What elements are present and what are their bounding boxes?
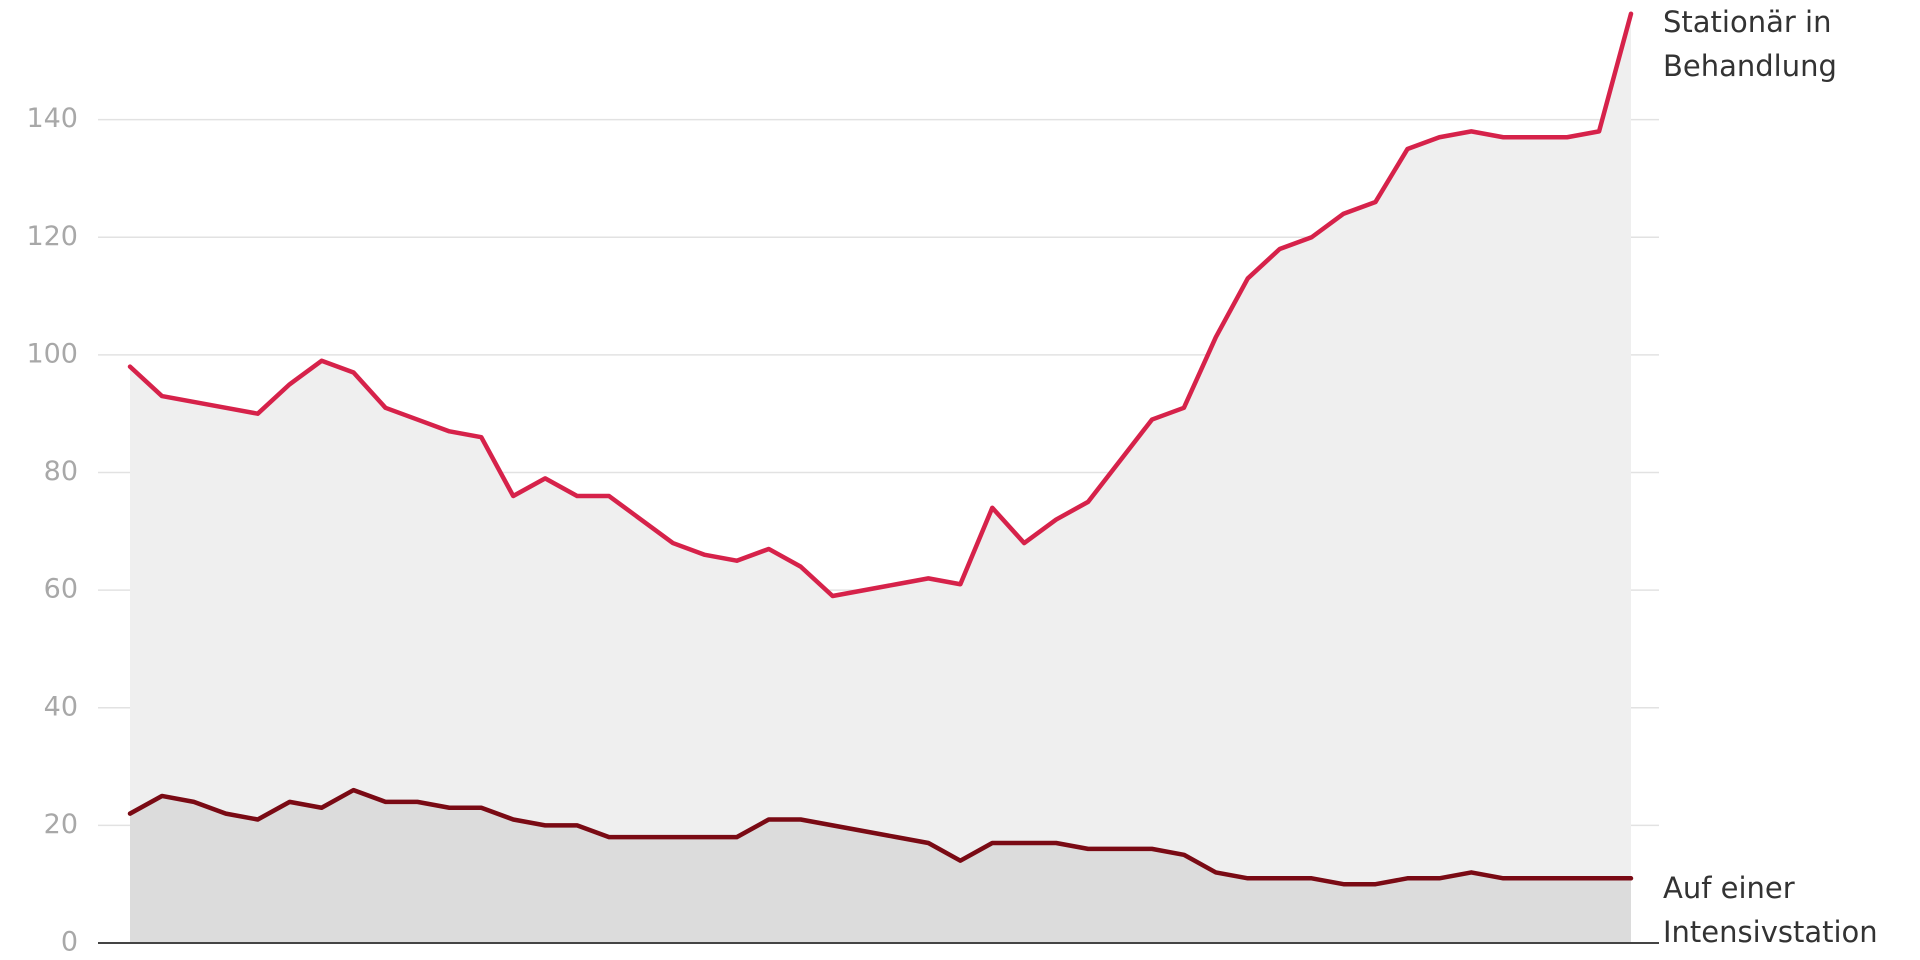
y-tick-label: 0 bbox=[61, 927, 78, 958]
y-tick-label: 40 bbox=[44, 691, 78, 722]
y-tick-label: 80 bbox=[44, 456, 78, 487]
y-tick-label: 100 bbox=[26, 338, 78, 369]
line bbox=[127, 11, 1634, 599]
y-tick-label: 20 bbox=[44, 809, 78, 840]
y-tick-label: 140 bbox=[26, 103, 78, 134]
line bbox=[127, 787, 1634, 887]
area bbox=[130, 13, 1631, 943]
series-label: Stationär in Behandlung bbox=[1663, 5, 1837, 83]
y-tick-label: 60 bbox=[44, 574, 78, 605]
areas bbox=[130, 13, 1631, 943]
area bbox=[130, 790, 1631, 943]
y-tick-label: 120 bbox=[26, 221, 78, 252]
series-label: Auf einer Intensivstation bbox=[1663, 871, 1878, 950]
lines bbox=[98, 11, 1659, 944]
